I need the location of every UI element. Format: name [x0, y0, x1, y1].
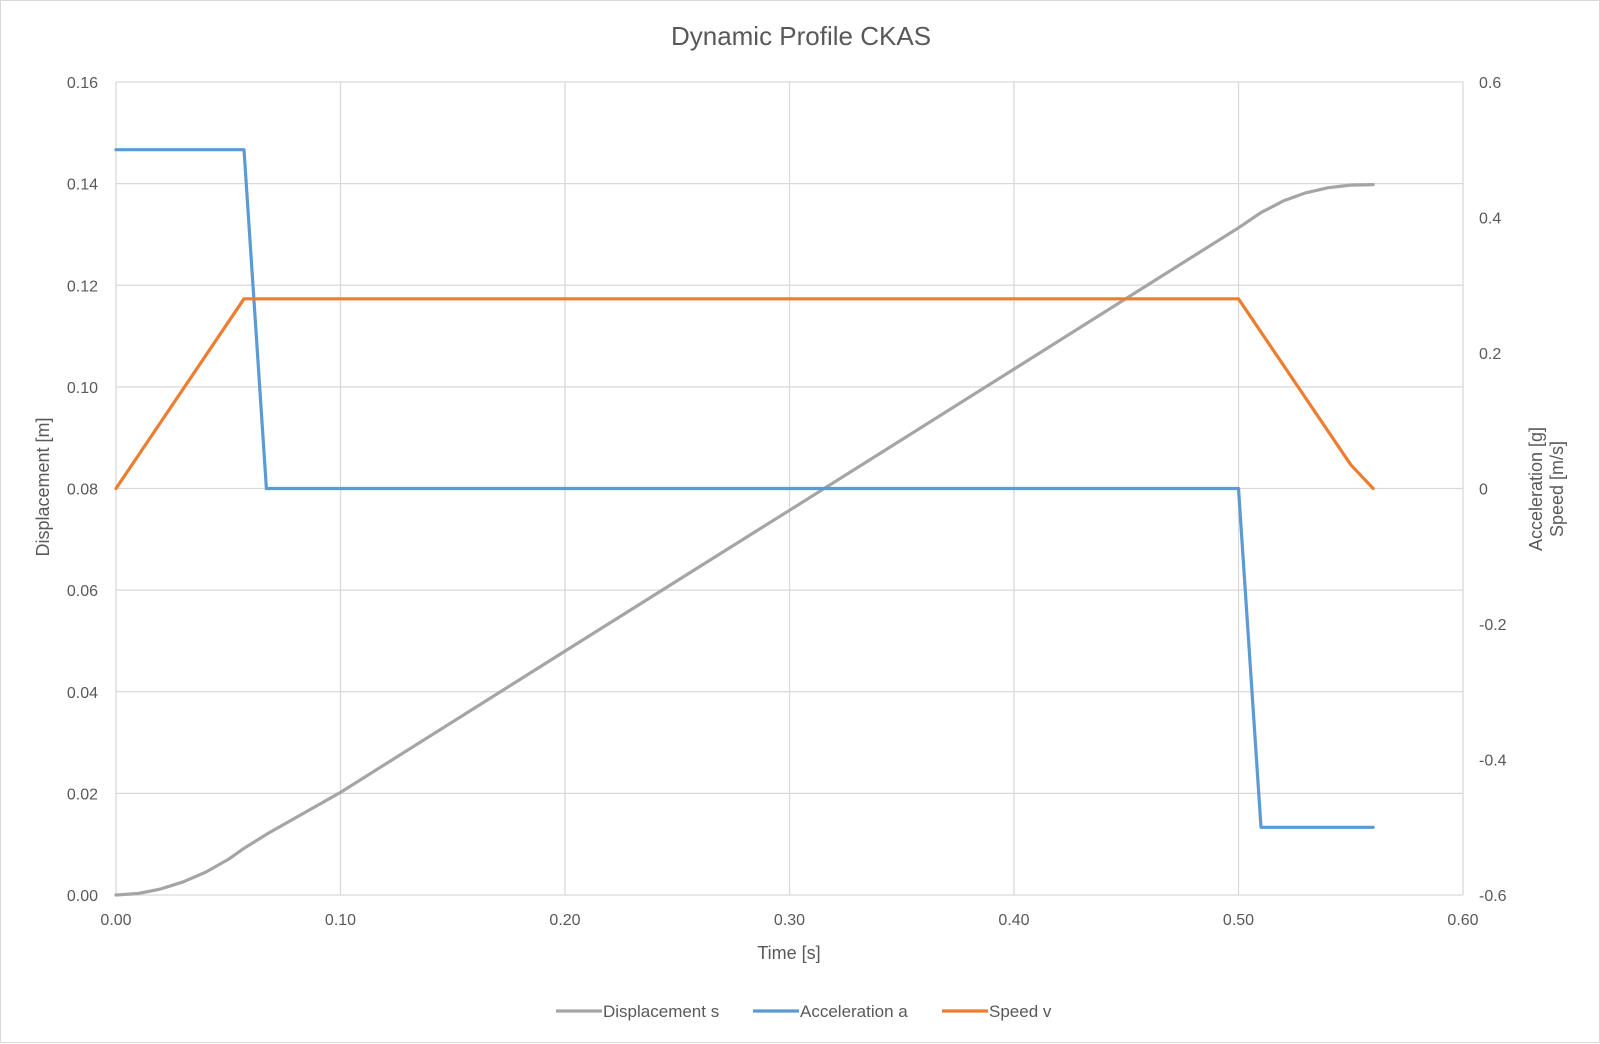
- y-right-tick-label: -0.6: [1479, 888, 1507, 905]
- y-left-tick-label: 0.04: [67, 685, 98, 702]
- y-axis-left-label: Displacement [m]: [33, 417, 53, 556]
- x-tick-label: 0.00: [100, 912, 131, 929]
- y-left-tick-label: 0.08: [67, 482, 98, 499]
- x-tick-label: 0.50: [1223, 912, 1254, 929]
- x-tick-label: 0.10: [325, 912, 356, 929]
- y-right-tick-label: -0.2: [1479, 617, 1507, 634]
- y-left-tick-label: 0.10: [67, 380, 98, 397]
- legend-label: Speed v: [989, 1002, 1052, 1021]
- series-lines: [114, 148, 1375, 897]
- x-axis-label: Time [s]: [757, 943, 820, 963]
- y-right-tick-label: 0: [1479, 482, 1488, 499]
- series-line-acceleration-a: [114, 148, 1375, 829]
- y-right-tick-label: 0.2: [1479, 346, 1501, 363]
- y-left-tick-label: 0.00: [67, 888, 98, 905]
- y-right-tick-label: 0.4: [1479, 211, 1501, 228]
- y-right-tick-label: -0.4: [1479, 753, 1507, 770]
- y-axis-left-ticks: 0.00 0.02 0.04 0.06 0.08 0.10 0.12 0.14 0.16: [67, 75, 98, 905]
- x-tick-label: 0.40: [998, 912, 1029, 929]
- y-left-tick-label: 0.14: [67, 177, 98, 194]
- y-left-tick-label: 0.06: [67, 583, 98, 600]
- y-axis-right-label-acceleration: Acceleration [g]: [1526, 427, 1546, 551]
- x-axis-ticks: 0.00 0.10 0.20 0.30 0.40 0.50 0.60: [100, 912, 1478, 929]
- legend: Displacement s Acceleration a Speed v: [556, 1002, 1052, 1021]
- y-left-tick-label: 0.16: [67, 75, 98, 92]
- series-line-speed-v: [114, 297, 1375, 491]
- y-axis-right-label-speed: Speed [m/s]: [1547, 441, 1567, 537]
- x-tick-label: 0.30: [774, 912, 805, 929]
- y-axis-right-ticks: -0.6 -0.4 -0.2 0 0.2 0.4 0.6: [1479, 75, 1507, 905]
- series-line-displacement-s: [114, 183, 1375, 897]
- chart-title: Dynamic Profile CKAS: [671, 21, 931, 51]
- y-left-tick-label: 0.02: [67, 786, 98, 803]
- y-left-tick-label: 0.12: [67, 278, 98, 295]
- x-tick-label: 0.20: [549, 912, 580, 929]
- legend-label: Displacement s: [603, 1002, 719, 1021]
- x-tick-label: 0.60: [1447, 912, 1478, 929]
- legend-label: Acceleration a: [800, 1002, 908, 1021]
- y-right-tick-label: 0.6: [1479, 75, 1501, 92]
